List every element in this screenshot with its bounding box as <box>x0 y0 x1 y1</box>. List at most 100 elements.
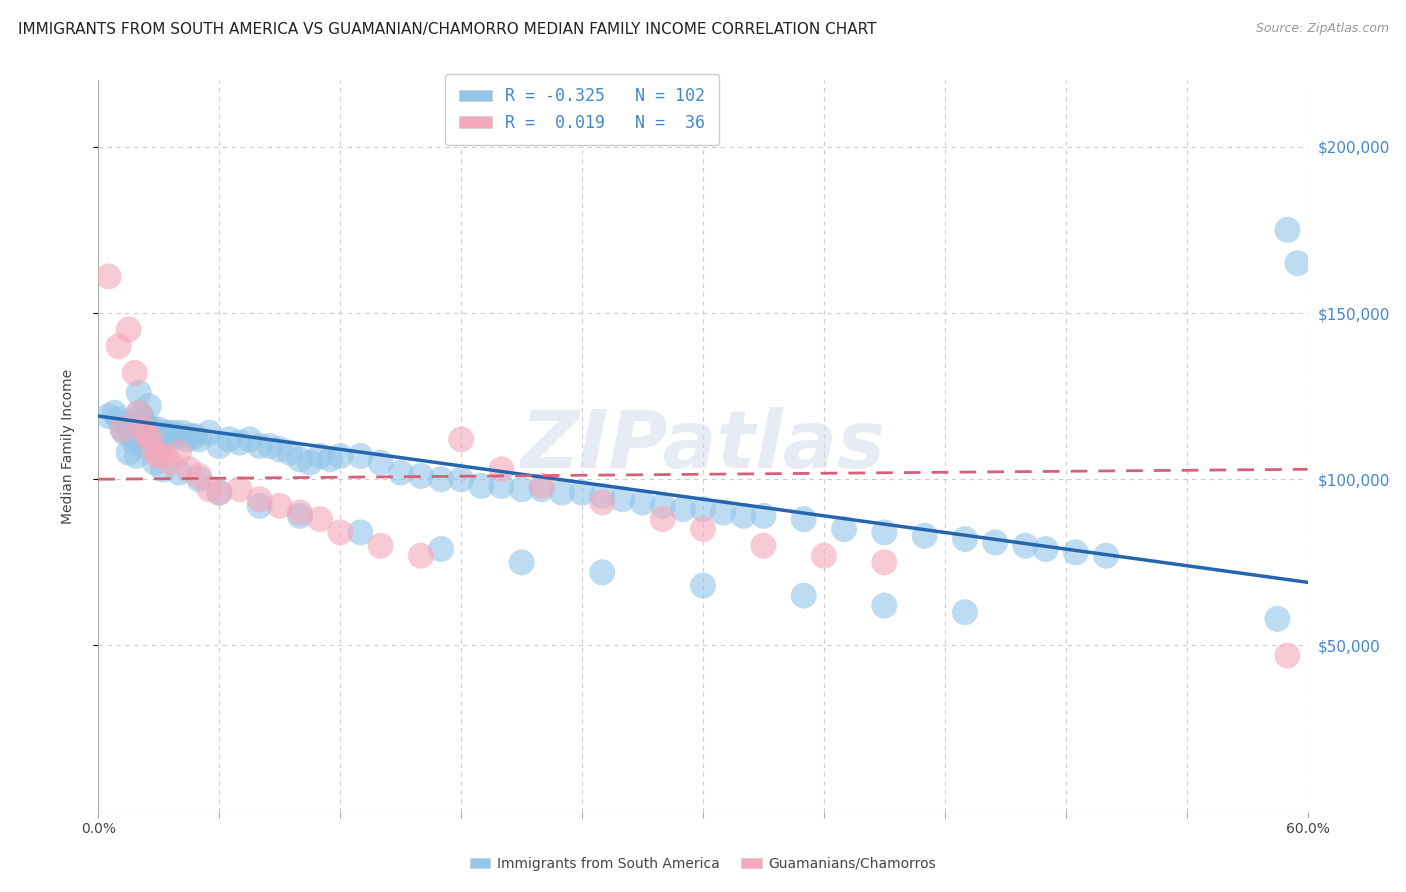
Point <box>188 433 211 447</box>
Point <box>128 406 150 420</box>
Point <box>309 449 332 463</box>
Point <box>179 462 201 476</box>
Point <box>132 412 155 426</box>
Point <box>278 445 301 459</box>
Point <box>138 399 160 413</box>
Point <box>249 492 271 507</box>
Point <box>269 442 291 457</box>
Point <box>510 482 533 496</box>
Point <box>114 425 136 440</box>
Legend: R = -0.325   N = 102, R =  0.019   N =  36: R = -0.325 N = 102, R = 0.019 N = 36 <box>446 74 718 145</box>
Point <box>142 422 165 436</box>
Point <box>793 512 815 526</box>
Point <box>124 425 146 440</box>
Point <box>124 366 146 380</box>
Point <box>530 482 553 496</box>
Point <box>389 466 412 480</box>
Point <box>692 502 714 516</box>
Point <box>1064 545 1087 559</box>
Point <box>551 485 574 500</box>
Point <box>124 435 146 450</box>
Point <box>118 445 141 459</box>
Point <box>288 506 311 520</box>
Point <box>139 429 162 443</box>
Point <box>153 425 176 440</box>
Point <box>288 508 311 523</box>
Point <box>139 433 162 447</box>
Point <box>530 479 553 493</box>
Point <box>1014 539 1036 553</box>
Point <box>370 456 392 470</box>
Legend: Immigrants from South America, Guamanians/Chamorros: Immigrants from South America, Guamanian… <box>464 851 942 876</box>
Point <box>329 525 352 540</box>
Point <box>1095 549 1118 563</box>
Point <box>111 422 134 436</box>
Point <box>121 429 143 443</box>
Point <box>450 433 472 447</box>
Point <box>832 522 855 536</box>
Point <box>149 433 172 447</box>
Point <box>120 422 142 436</box>
Point <box>198 425 221 440</box>
Point <box>914 529 936 543</box>
Point <box>228 482 250 496</box>
Point <box>132 439 155 453</box>
Point <box>692 579 714 593</box>
Point <box>152 462 174 476</box>
Point <box>188 469 211 483</box>
Point <box>118 419 141 434</box>
Point <box>148 449 170 463</box>
Text: Source: ZipAtlas.com: Source: ZipAtlas.com <box>1256 22 1389 36</box>
Text: IMMIGRANTS FROM SOUTH AMERICA VS GUAMANIAN/CHAMORRO MEDIAN FAMILY INCOME CORRELA: IMMIGRANTS FROM SOUTH AMERICA VS GUAMANI… <box>18 22 877 37</box>
Point <box>134 422 156 436</box>
Point <box>813 549 835 563</box>
Point <box>752 508 775 523</box>
Point <box>953 532 976 546</box>
Point <box>873 525 896 540</box>
Point <box>160 433 183 447</box>
Point <box>319 452 342 467</box>
Point <box>163 425 186 440</box>
Point <box>218 433 240 447</box>
Point <box>198 482 221 496</box>
Point <box>692 522 714 536</box>
Text: ZIPatlas: ZIPatlas <box>520 407 886 485</box>
Point <box>953 605 976 619</box>
Point <box>249 499 271 513</box>
Point <box>571 485 593 500</box>
Point <box>128 406 150 420</box>
Point <box>631 495 654 509</box>
Point <box>107 412 129 426</box>
Point <box>208 485 231 500</box>
Point <box>450 472 472 486</box>
Point <box>349 525 371 540</box>
Point <box>269 499 291 513</box>
Point <box>711 506 734 520</box>
Point <box>1035 542 1057 557</box>
Point <box>208 485 231 500</box>
Point <box>288 452 311 467</box>
Point <box>111 422 134 436</box>
Point <box>143 429 166 443</box>
Point <box>591 489 613 503</box>
Point <box>208 439 231 453</box>
Point <box>329 449 352 463</box>
Point <box>1277 223 1299 237</box>
Point <box>672 502 695 516</box>
Point <box>156 429 179 443</box>
Point <box>1267 612 1289 626</box>
Point <box>733 508 755 523</box>
Point <box>132 422 155 436</box>
Point <box>249 439 271 453</box>
Point <box>612 492 634 507</box>
Point <box>409 549 432 563</box>
Point <box>188 472 211 486</box>
Point <box>591 566 613 580</box>
Point <box>152 429 174 443</box>
Point <box>135 429 157 443</box>
Point <box>97 269 120 284</box>
Point <box>167 429 190 443</box>
Point <box>129 409 152 423</box>
Point <box>651 512 673 526</box>
Point <box>167 445 190 459</box>
